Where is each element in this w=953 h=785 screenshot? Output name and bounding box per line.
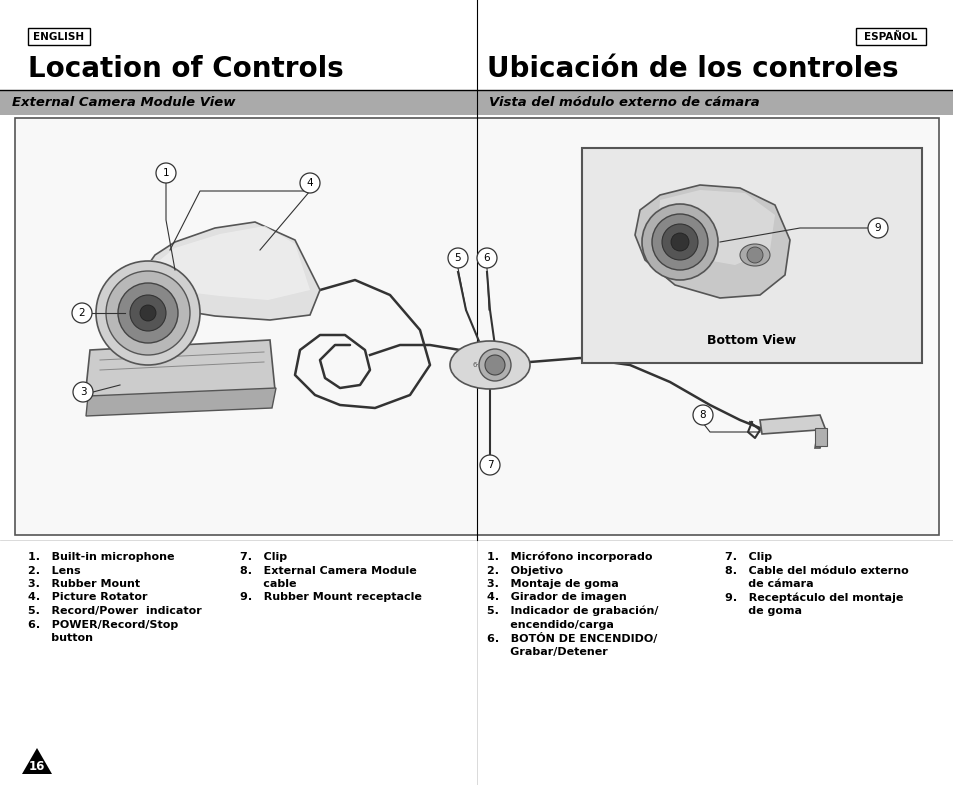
Ellipse shape: [450, 341, 530, 389]
Circle shape: [479, 455, 499, 475]
Polygon shape: [140, 222, 319, 320]
Text: 5: 5: [455, 253, 461, 263]
Bar: [855, 28, 925, 45]
Text: ENGLISH: ENGLISH: [33, 32, 85, 42]
Text: button: button: [28, 633, 92, 643]
Text: Grabar/Detener: Grabar/Detener: [486, 647, 607, 656]
Text: External Camera Module View: External Camera Module View: [12, 96, 235, 109]
Text: Bottom View: Bottom View: [707, 334, 796, 348]
Text: 5.   Indicador de grabación/: 5. Indicador de grabación/: [486, 606, 658, 616]
Text: ESPAÑOL: ESPAÑOL: [863, 32, 917, 42]
Text: 7: 7: [486, 460, 493, 470]
Bar: [15, 118, 938, 535]
Circle shape: [867, 218, 887, 238]
Polygon shape: [148, 226, 310, 300]
Text: cable: cable: [240, 579, 296, 589]
Circle shape: [299, 173, 319, 193]
Text: 6.   BOTÓN DE ENCENDIDO/: 6. BOTÓN DE ENCENDIDO/: [486, 633, 657, 644]
Text: 5.   Record/Power  indicator: 5. Record/Power indicator: [28, 606, 201, 616]
Circle shape: [746, 247, 762, 263]
Text: Location of Controls: Location of Controls: [28, 55, 343, 83]
Bar: [814, 428, 826, 446]
Text: 3.   Montaje de goma: 3. Montaje de goma: [486, 579, 618, 589]
Bar: [581, 148, 921, 363]
Bar: [476, 90, 953, 115]
Text: 7.   Clip: 7. Clip: [724, 552, 771, 562]
Circle shape: [156, 163, 175, 183]
Circle shape: [692, 405, 712, 425]
Text: 4.   Picture Rotator: 4. Picture Rotator: [28, 593, 148, 603]
Text: 3: 3: [80, 387, 86, 397]
Circle shape: [641, 204, 718, 280]
Polygon shape: [85, 340, 274, 398]
Text: 4.   Girador de imagen: 4. Girador de imagen: [486, 593, 626, 603]
Text: 2.   Lens: 2. Lens: [28, 565, 81, 575]
Text: Ubicación de los controles: Ubicación de los controles: [486, 55, 898, 83]
Text: 1.   Built-in microphone: 1. Built-in microphone: [28, 552, 174, 562]
Text: 6: 6: [483, 253, 490, 263]
Text: 2: 2: [78, 308, 85, 318]
Text: 9: 9: [874, 223, 881, 233]
Text: 9.   Rubber Mount receptacle: 9. Rubber Mount receptacle: [240, 593, 421, 603]
Ellipse shape: [740, 244, 769, 266]
Polygon shape: [86, 388, 275, 416]
Text: 7.   Clip: 7. Clip: [240, 552, 287, 562]
Circle shape: [651, 214, 707, 270]
Bar: [0, 90, 476, 115]
Circle shape: [661, 224, 698, 260]
Text: 6.   POWER/Record/Stop: 6. POWER/Record/Stop: [28, 619, 178, 630]
Text: 1.   Micrófono incorporado: 1. Micrófono incorporado: [486, 552, 652, 563]
Circle shape: [106, 271, 190, 355]
Text: 6·: 6·: [472, 362, 478, 368]
Circle shape: [140, 305, 156, 321]
Polygon shape: [22, 748, 52, 774]
Polygon shape: [760, 415, 824, 448]
Text: Vista del módulo externo de cámara: Vista del módulo externo de cámara: [489, 96, 759, 109]
Circle shape: [448, 248, 468, 268]
Circle shape: [71, 303, 91, 323]
Text: 16: 16: [29, 760, 45, 772]
Polygon shape: [635, 185, 789, 298]
Text: encendido/carga: encendido/carga: [486, 619, 613, 630]
Circle shape: [670, 233, 688, 251]
Text: 1: 1: [163, 168, 169, 178]
Circle shape: [73, 382, 92, 402]
Text: 9.   Receptáculo del montaje: 9. Receptáculo del montaje: [724, 593, 902, 603]
Text: 3.   Rubber Mount: 3. Rubber Mount: [28, 579, 140, 589]
Text: de goma: de goma: [724, 606, 801, 616]
Text: 8.   External Camera Module: 8. External Camera Module: [240, 565, 416, 575]
Text: 4: 4: [306, 178, 313, 188]
Polygon shape: [658, 190, 774, 265]
Text: 8: 8: [699, 410, 705, 420]
Circle shape: [130, 295, 166, 331]
Circle shape: [96, 261, 200, 365]
Circle shape: [118, 283, 178, 343]
Bar: [28, 28, 90, 45]
Circle shape: [484, 355, 504, 375]
Circle shape: [476, 248, 497, 268]
Text: de cámara: de cámara: [724, 579, 813, 589]
Circle shape: [478, 349, 511, 381]
Text: 2.   Objetivo: 2. Objetivo: [486, 565, 562, 575]
Text: 8.   Cable del módulo externo: 8. Cable del módulo externo: [724, 565, 908, 575]
